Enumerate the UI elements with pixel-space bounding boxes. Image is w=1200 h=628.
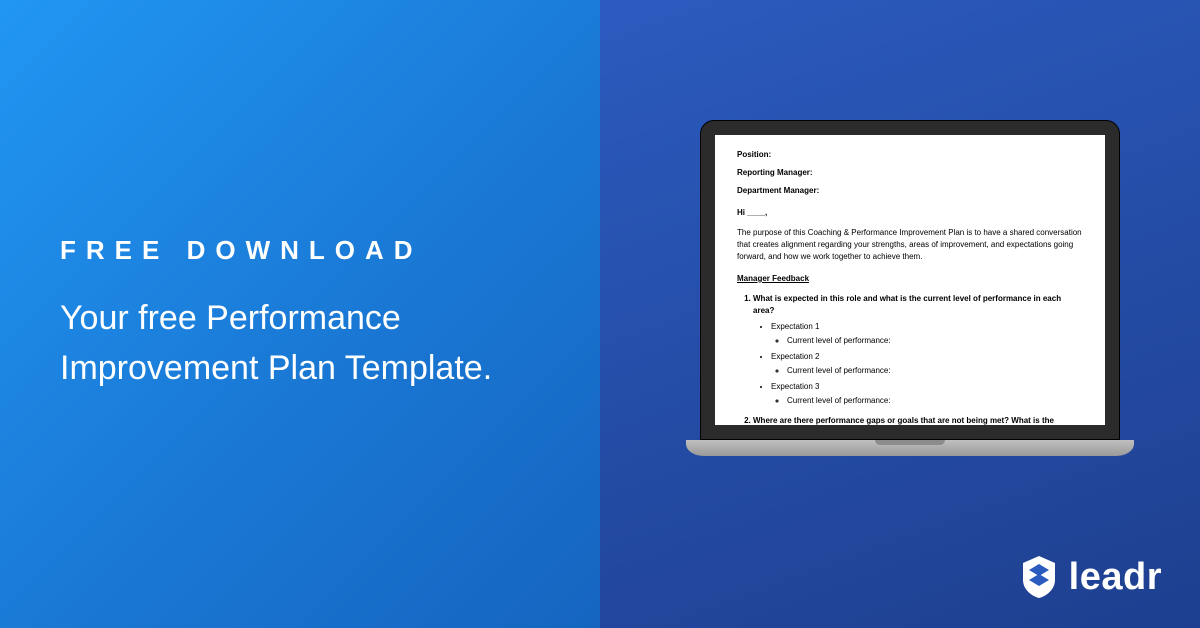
doc-expectation-2: Expectation 2 Current level of performan… <box>771 351 1083 377</box>
doc-expectations-list: Expectation 1 Current level of performan… <box>753 321 1083 407</box>
doc-question-2: Where are there performance gaps or goal… <box>753 415 1083 425</box>
laptop-base <box>686 440 1134 456</box>
doc-section-heading: Manager Feedback <box>737 273 1083 285</box>
doc-expectation-2-sub: Current level of performance: <box>787 365 1083 377</box>
doc-expectation-1-sub: Current level of performance: <box>787 335 1083 347</box>
doc-expectation-1: Expectation 1 Current level of performan… <box>771 321 1083 347</box>
eyebrow-text: FREE DOWNLOAD <box>60 235 550 266</box>
doc-purpose-paragraph: The purpose of this Coaching & Performan… <box>737 227 1083 263</box>
brand-logo: leadr <box>1019 554 1162 600</box>
infographic-canvas: FREE DOWNLOAD Your free Performance Impr… <box>0 0 1200 628</box>
doc-field-department-manager: Department Manager: <box>737 185 1083 197</box>
doc-field-reporting-manager: Reporting Manager: <box>737 167 1083 179</box>
headline-text: Your free Performance Improvement Plan T… <box>60 294 550 393</box>
doc-expectation-3: Expectation 3 Current level of performan… <box>771 381 1083 407</box>
doc-expectation-3-sub: Current level of performance: <box>787 395 1083 407</box>
laptop-mockup: Position: Reporting Manager: Department … <box>700 120 1120 456</box>
doc-question-1: What is expected in this role and what i… <box>753 293 1083 407</box>
left-panel: FREE DOWNLOAD Your free Performance Impr… <box>0 0 600 628</box>
right-panel: Position: Reporting Manager: Department … <box>600 0 1200 628</box>
doc-expectation-1-label: Expectation 1 <box>771 322 819 331</box>
doc-expectation-2-label: Expectation 2 <box>771 352 819 361</box>
doc-greeting: Hi ____, <box>737 207 1083 219</box>
laptop-lid: Position: Reporting Manager: Department … <box>700 120 1120 440</box>
brand-logo-text: leadr <box>1069 556 1162 599</box>
doc-question-1-text: What is expected in this role and what i… <box>753 294 1061 315</box>
doc-field-position: Position: <box>737 149 1083 161</box>
doc-expectation-3-label: Expectation 3 <box>771 382 819 391</box>
doc-questions-list: What is expected in this role and what i… <box>737 293 1083 425</box>
laptop-screen-document: Position: Reporting Manager: Department … <box>715 135 1105 425</box>
shield-icon <box>1019 554 1059 600</box>
